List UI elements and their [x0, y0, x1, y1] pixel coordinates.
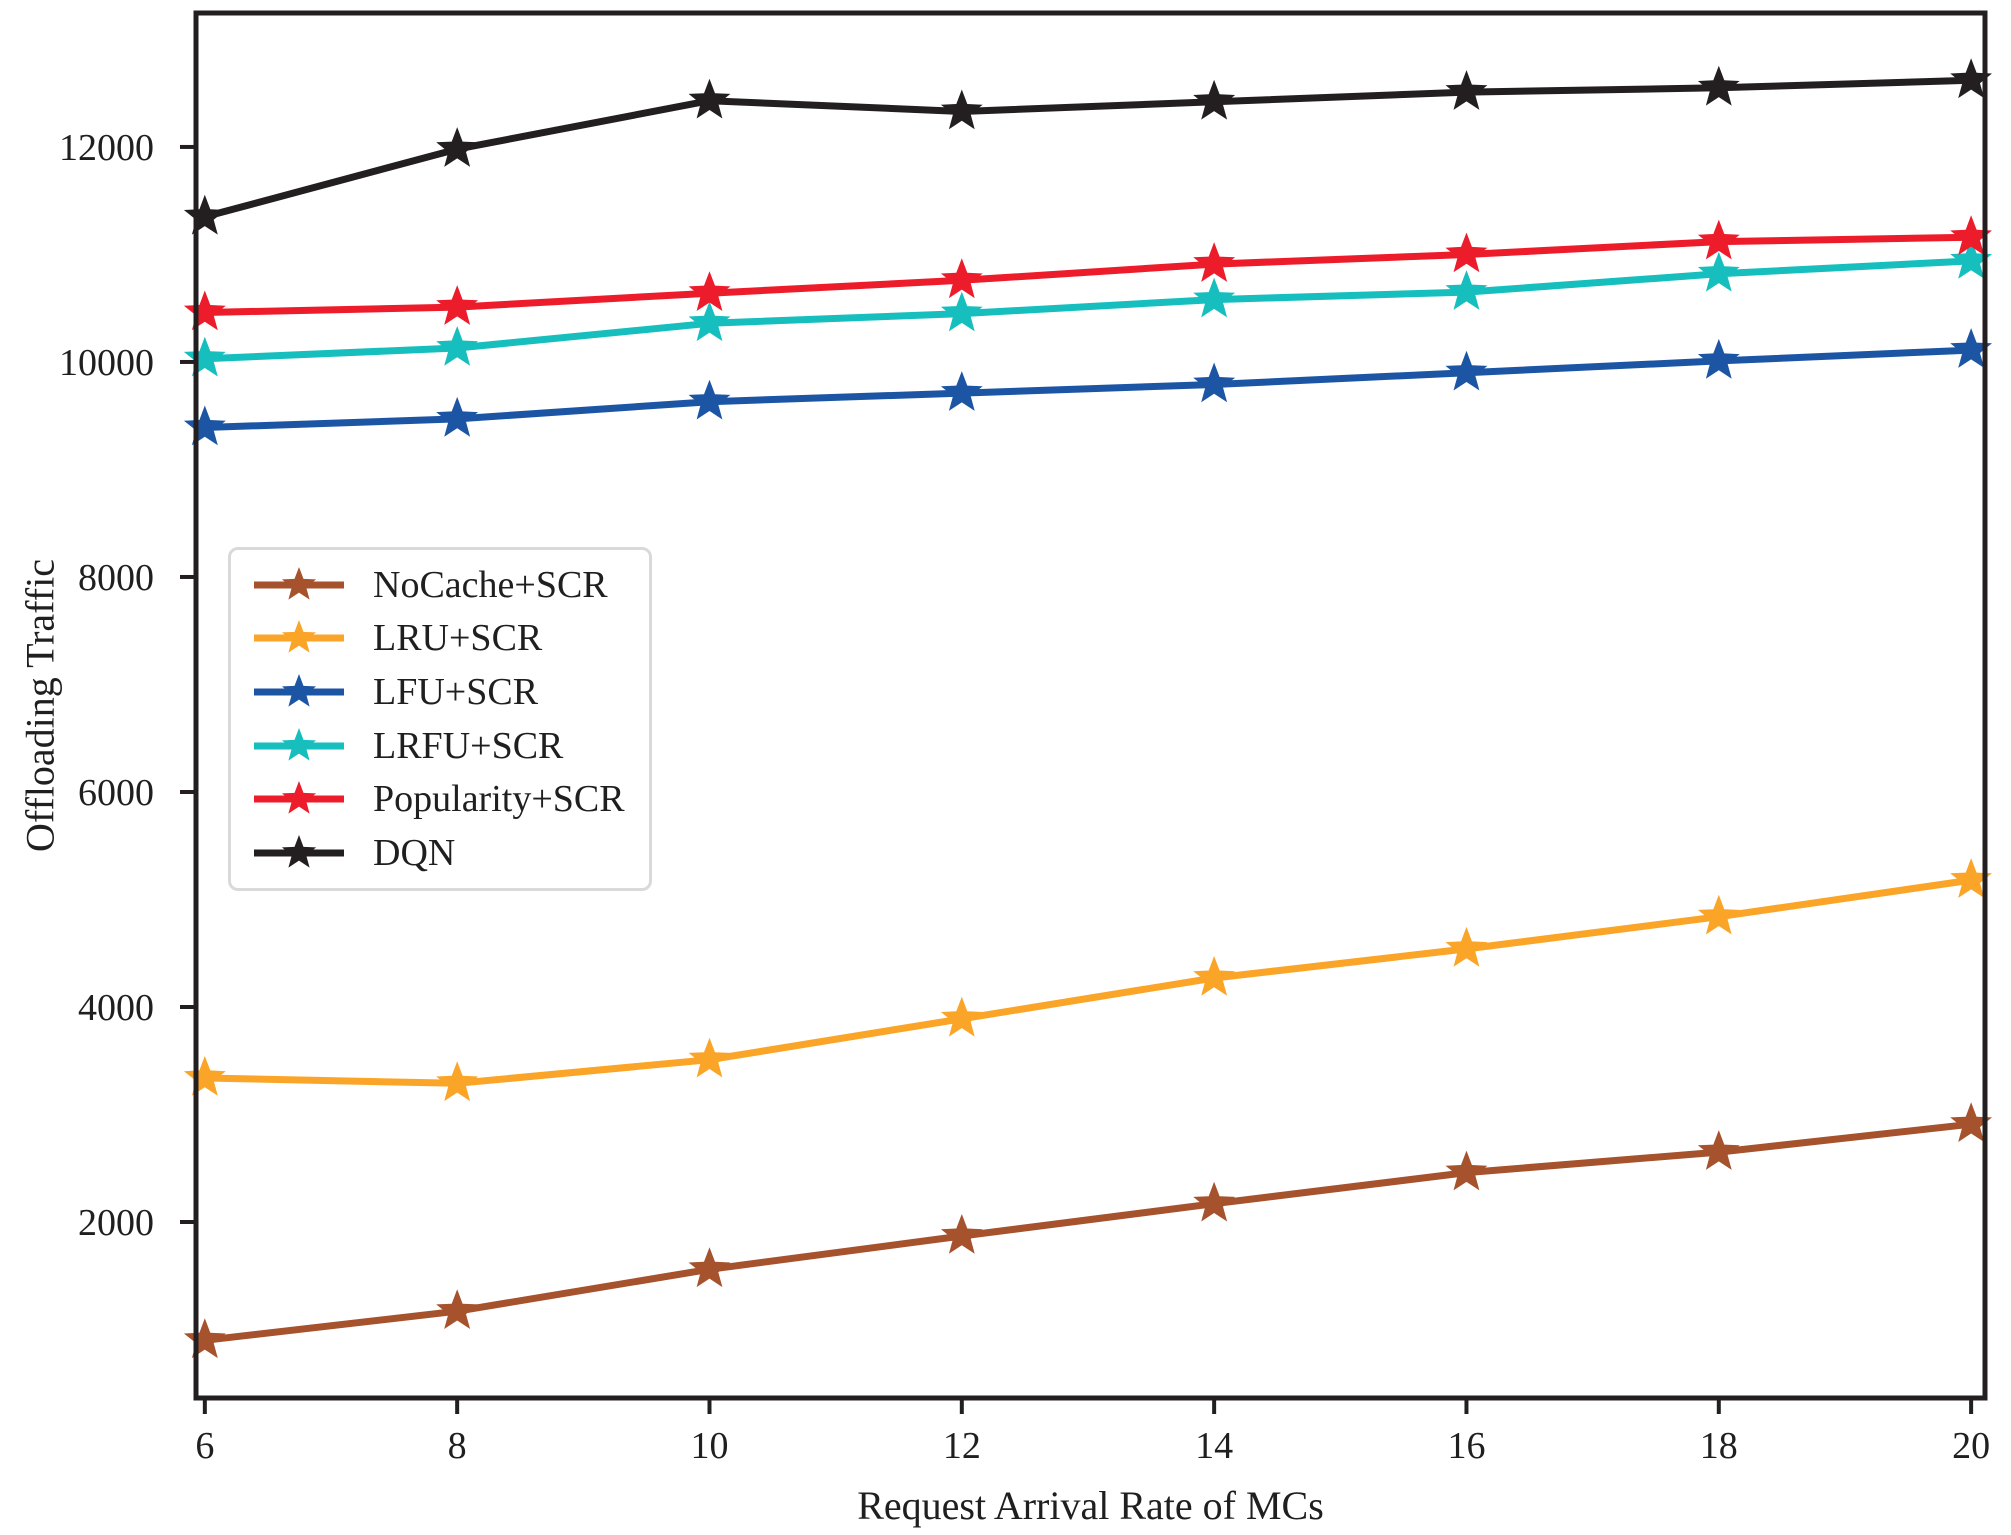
legend-label-lfu-scr: LFU+SCR — [373, 671, 539, 714]
x-tick-label: 14 — [1195, 1425, 1233, 1467]
legend-label-lrfu-scr: LRFU+SCR — [373, 724, 564, 767]
star-marker-icon — [281, 566, 317, 600]
data-point-marker-lfu-scr — [940, 371, 983, 411]
data-point-marker-nocache-scr — [940, 1214, 983, 1254]
x-tick-label: 6 — [195, 1425, 214, 1467]
data-point-marker-lfu-scr — [183, 405, 226, 446]
y-axis-label: Offloading Traffic — [17, 559, 63, 852]
legend-line-sample-dqn — [254, 835, 344, 868]
data-point-marker-nocache-scr — [688, 1247, 731, 1288]
star-marker-icon — [281, 620, 317, 654]
data-point-marker-lrfu-scr — [1445, 270, 1488, 310]
legend-label-dqn: DQN — [373, 832, 456, 875]
data-point-marker-lfu-scr — [436, 396, 479, 437]
x-tick-label: 10 — [690, 1425, 728, 1467]
data-point-marker-lru-scr — [1445, 926, 1488, 967]
data-point-marker-lfu-scr — [688, 379, 731, 420]
data-point-marker-dqn — [1950, 58, 1992, 99]
data-point-marker-nocache-scr — [1950, 1102, 1992, 1142]
data-point-marker-lfu-scr — [1193, 362, 1236, 403]
data-point-marker-popularity-scr — [1950, 215, 1992, 256]
data-point-marker-dqn — [940, 89, 983, 130]
plot-frame — [193, 10, 1988, 1401]
x-axis-label: Request Arrival Rate of MCs — [857, 1483, 1324, 1528]
y-tick-label: 10000 — [59, 342, 154, 384]
legend-line-sample-lru-scr — [254, 620, 344, 654]
data-point-marker-popularity-scr — [183, 290, 226, 331]
series-line-nocache-scr — [201, 1120, 1975, 1344]
data-point-marker-lru-scr — [1193, 956, 1236, 996]
data-point-marker-popularity-scr — [1193, 242, 1236, 282]
legend-label-lru-scr: LRU+SCR — [373, 617, 543, 660]
series-line-lfu-scr — [201, 346, 1975, 431]
data-point-marker-lfu-scr — [1697, 338, 1740, 379]
legend-item-nocache-scr: NoCache+SCR — [251, 562, 643, 608]
data-point-marker-lrfu-scr — [688, 301, 731, 342]
data-point-marker-lrfu-scr — [940, 291, 983, 332]
star-marker-icon — [281, 781, 317, 815]
y-tick-label: 12000 — [59, 127, 154, 169]
legend-item-lfu-scr: LFU+SCR — [251, 669, 643, 715]
data-point-marker-lru-scr — [1697, 894, 1740, 935]
legend-line-sample-popularity-scr — [254, 781, 344, 815]
data-point-marker-nocache-scr — [436, 1289, 479, 1329]
data-point-marker-lru-scr — [1950, 858, 1992, 898]
data-point-marker-dqn — [436, 127, 479, 167]
data-point-marker-nocache-scr — [1697, 1130, 1740, 1170]
data-point-marker-lru-scr — [436, 1061, 479, 1102]
y-tick-label: 4000 — [78, 987, 154, 1029]
data-point-marker-lrfu-scr — [1697, 251, 1740, 292]
data-point-marker-nocache-scr — [1445, 1150, 1488, 1191]
x-tick-label: 12 — [943, 1425, 981, 1467]
data-point-marker-nocache-scr — [183, 1318, 226, 1359]
data-point-marker-lrfu-scr — [183, 336, 226, 377]
legend-line-sample-lfu-scr — [254, 674, 344, 707]
y-tick-label: 2000 — [78, 1202, 154, 1244]
data-point-marker-dqn — [1193, 79, 1236, 120]
data-point-marker-popularity-scr — [940, 258, 983, 299]
data-point-marker-lrfu-scr — [1193, 277, 1236, 318]
series-line-lru-scr — [201, 876, 1975, 1087]
data-point-marker-popularity-scr — [436, 285, 479, 325]
data-point-marker-lfu-scr — [1445, 350, 1488, 391]
x-tick-label: 16 — [1447, 1425, 1485, 1467]
data-point-marker-lru-scr — [183, 1056, 226, 1096]
data-point-marker-popularity-scr — [1697, 219, 1740, 260]
x-tick-label: 8 — [448, 1425, 467, 1467]
star-marker-icon — [281, 674, 317, 707]
legend-item-popularity-scr: Popularity+SCR — [251, 776, 643, 822]
data-point-marker-popularity-scr — [1445, 232, 1488, 273]
x-tick-label: 20 — [1952, 1425, 1990, 1467]
data-point-marker-dqn — [1445, 70, 1488, 110]
x-tick-label: 18 — [1700, 1425, 1738, 1467]
data-point-marker-lrfu-scr — [436, 326, 479, 366]
star-marker-icon — [281, 727, 317, 761]
legend-item-lru-scr: LRU+SCR — [251, 615, 643, 661]
data-point-marker-dqn — [183, 194, 226, 235]
legend-line-sample-lrfu-scr — [254, 727, 344, 761]
series-line-popularity-scr — [201, 233, 1975, 316]
y-tick-label: 6000 — [78, 772, 154, 814]
data-point-marker-dqn — [1697, 65, 1740, 106]
data-point-marker-lfu-scr — [1950, 328, 1992, 368]
legend-item-dqn: DQN — [251, 830, 643, 876]
data-point-marker-lru-scr — [688, 1037, 731, 1078]
data-point-marker-dqn — [688, 78, 731, 119]
legend: NoCache+SCR LRU+SCR LFU+SCR LRFU+SCR Popular… — [228, 547, 652, 891]
data-point-marker-lrfu-scr — [1950, 238, 1992, 279]
data-point-marker-popularity-scr — [688, 271, 731, 311]
series-line-lrfu-scr — [201, 257, 1975, 363]
legend-label-nocache-scr: NoCache+SCR — [373, 563, 608, 606]
legend-line-sample-nocache-scr — [254, 566, 344, 600]
data-point-marker-nocache-scr — [1193, 1181, 1236, 1222]
legend-item-lrfu-scr: LRFU+SCR — [251, 723, 643, 769]
star-marker-icon — [281, 835, 317, 868]
y-tick-label: 8000 — [78, 557, 154, 599]
data-point-marker-lru-scr — [940, 996, 983, 1037]
legend-label-popularity-scr: Popularity+SCR — [373, 778, 625, 821]
series-line-dqn — [201, 76, 1975, 221]
